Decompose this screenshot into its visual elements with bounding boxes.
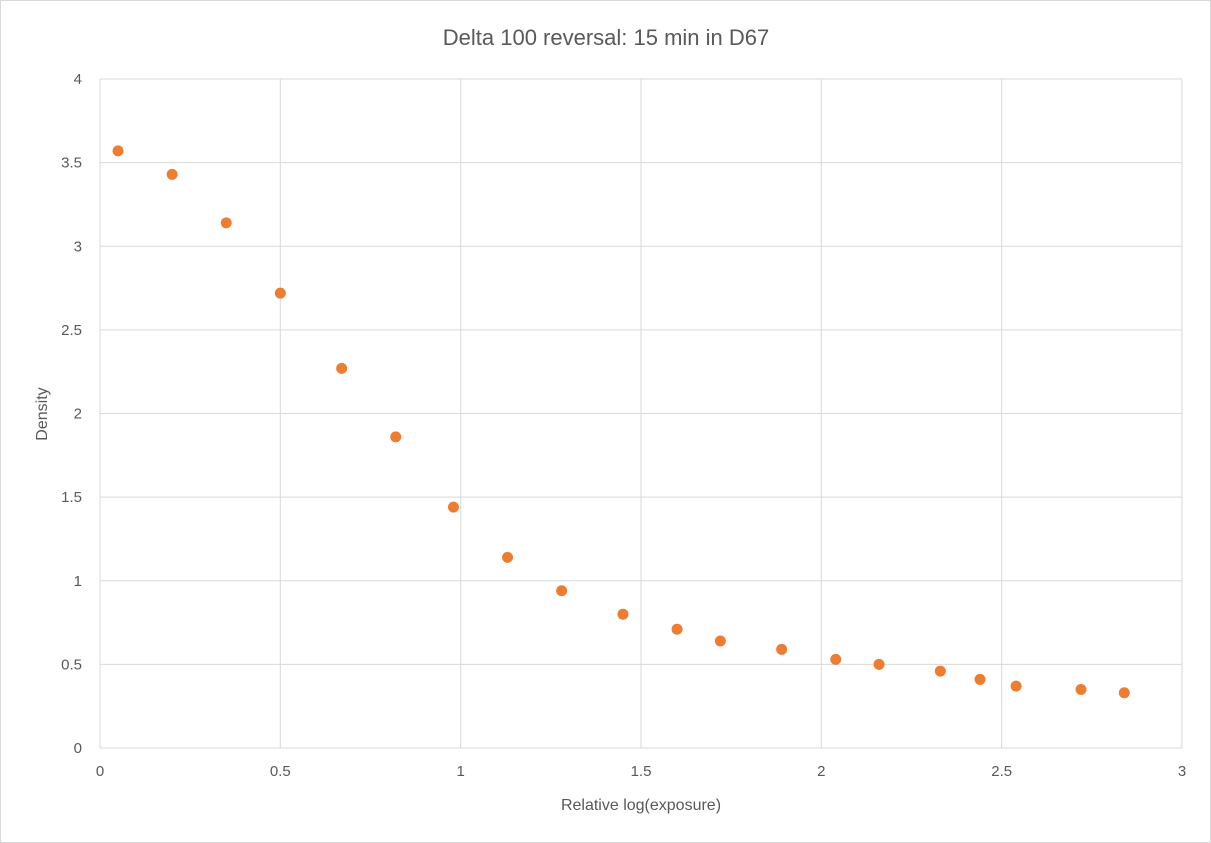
y-tick-label: 0.5 bbox=[61, 656, 82, 673]
data-points bbox=[112, 145, 1130, 699]
data-point bbox=[830, 653, 842, 665]
y-tick-label: 2.5 bbox=[61, 322, 82, 339]
y-tick-label: 1 bbox=[74, 573, 82, 590]
x-tick-label: 2 bbox=[817, 763, 825, 780]
x-tick-label: 0.5 bbox=[270, 763, 291, 780]
data-point bbox=[1075, 683, 1087, 695]
x-tick-label: 2.5 bbox=[991, 763, 1012, 780]
x-tick-label: 1.5 bbox=[631, 763, 652, 780]
y-tick-label: 0 bbox=[74, 740, 82, 757]
x-axis-label: Relative log(exposure) bbox=[561, 797, 721, 814]
y-axis-label: Density bbox=[34, 387, 51, 440]
tick-labels: 0 0.5 1 1.5 2 2.5 3 0 0.5 1 1.5 2 2.5 3 3.5 4 bbox=[61, 71, 1186, 780]
y-tick-label: 1.5 bbox=[61, 489, 82, 506]
y-tick-label: 2 bbox=[74, 406, 82, 423]
data-point bbox=[671, 623, 683, 635]
gridlines bbox=[99, 78, 1183, 749]
data-point bbox=[1010, 680, 1022, 692]
chart-title: Delta 100 reversal: 15 min in D67 bbox=[443, 25, 770, 50]
data-point bbox=[1118, 687, 1130, 699]
data-point bbox=[873, 658, 885, 670]
x-tick-label: 0 bbox=[96, 763, 104, 780]
x-tick-label: 1 bbox=[456, 763, 464, 780]
x-tick-label: 3 bbox=[1178, 763, 1186, 780]
data-point bbox=[336, 362, 348, 374]
data-point bbox=[556, 585, 568, 597]
data-point bbox=[166, 168, 178, 180]
data-point bbox=[776, 643, 788, 655]
data-point bbox=[974, 673, 986, 685]
y-tick-label: 3 bbox=[74, 238, 82, 255]
y-tick-label: 4 bbox=[74, 71, 82, 88]
data-point bbox=[390, 431, 402, 443]
y-tick-label: 3.5 bbox=[61, 155, 82, 172]
data-point bbox=[447, 501, 459, 513]
data-point bbox=[112, 145, 124, 157]
data-point bbox=[502, 551, 514, 563]
data-point bbox=[274, 287, 286, 299]
data-point bbox=[714, 635, 726, 647]
data-point bbox=[220, 217, 232, 229]
data-point bbox=[934, 665, 946, 677]
data-point bbox=[617, 608, 629, 620]
